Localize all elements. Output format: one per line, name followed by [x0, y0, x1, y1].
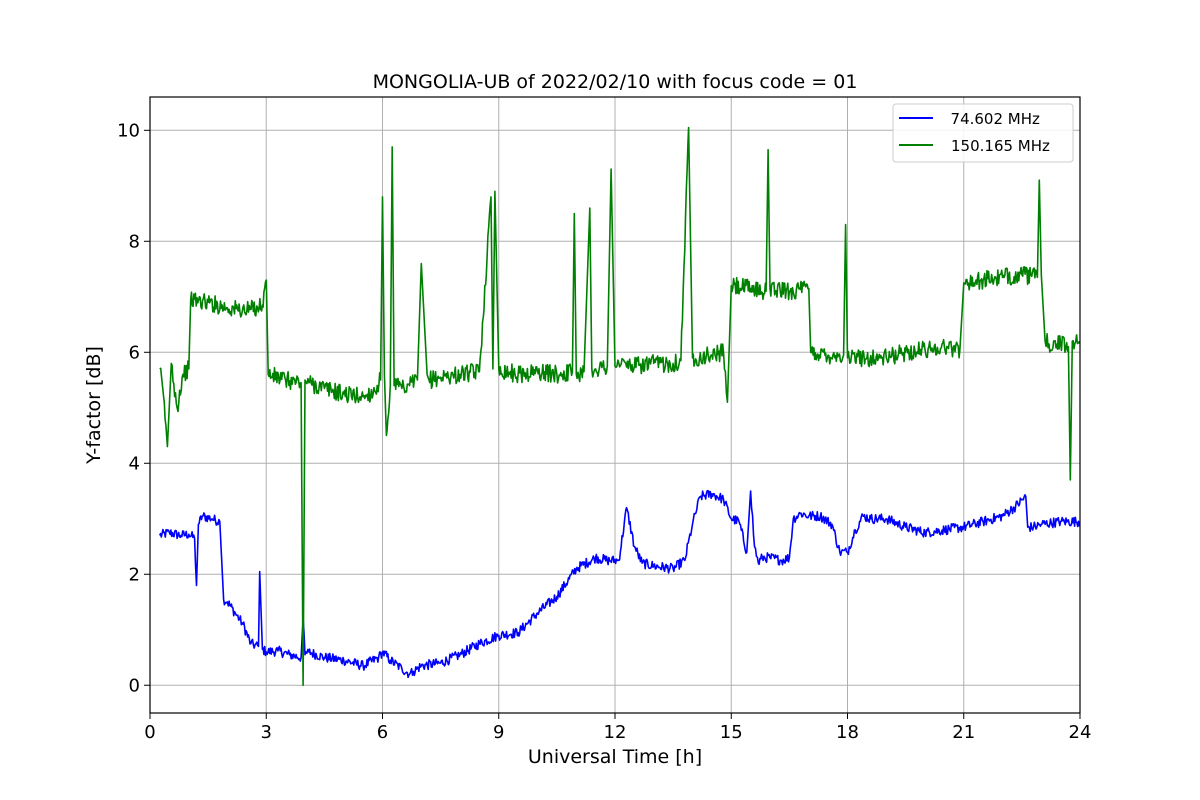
y-tick-label: 4 — [129, 453, 140, 474]
x-tick-label: 9 — [493, 722, 504, 743]
series-line-74mhz — [158, 489, 1080, 679]
y-tick-label: 8 — [129, 231, 140, 252]
legend-label-150mhz: 150.165 MHz — [951, 137, 1050, 155]
legend-box — [892, 103, 1074, 163]
x-tick-label: 12 — [604, 722, 627, 743]
x-tick-label: 15 — [720, 722, 743, 743]
y-tick-label: 6 — [129, 342, 140, 363]
x-axis-ticks: 0 3 6 9 12 15 18 21 24 — [144, 713, 1091, 743]
y-tick-label: 0 — [129, 675, 140, 696]
legend: 74.602 MHz 150.165 MHz — [892, 103, 1074, 163]
y-tick-label: 2 — [129, 564, 140, 585]
y-axis-label: Y-factor [dB] — [83, 346, 105, 465]
y-tick-label: 10 — [117, 120, 140, 141]
x-tick-label: 18 — [836, 722, 859, 743]
x-tick-label: 21 — [952, 722, 975, 743]
x-tick-label: 3 — [261, 722, 272, 743]
x-tick-label: 6 — [377, 722, 388, 743]
legend-label-74mhz: 74.602 MHz — [941, 110, 1040, 128]
x-tick-label: 0 — [144, 722, 155, 743]
x-tick-label: 24 — [1069, 722, 1092, 743]
chart-title: MONGOLIA-UB of 2022/02/10 with focus cod… — [373, 71, 858, 93]
y-axis-ticks: 0 2 4 6 8 10 — [117, 120, 150, 696]
series-layer — [158, 126, 1080, 687]
series-line-150mhz — [159, 126, 1080, 687]
x-axis-label: Universal Time [h] — [528, 746, 702, 768]
